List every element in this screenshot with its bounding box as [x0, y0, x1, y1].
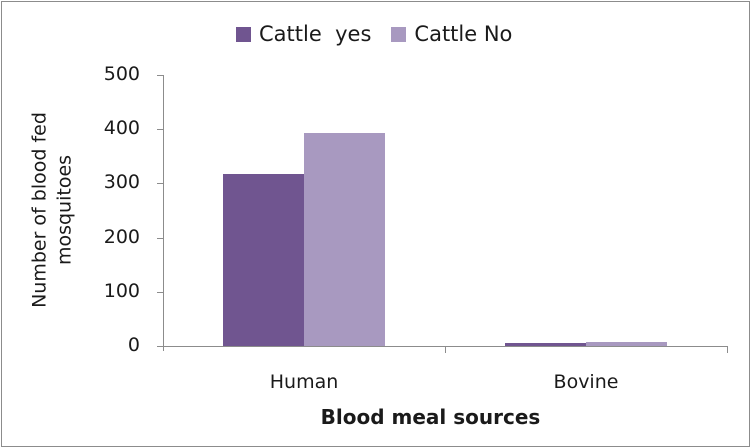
y-tick-mark: [157, 129, 163, 131]
y-tick-mark: [157, 75, 163, 76]
y-axis-title-line1: Number of blood fed: [28, 112, 51, 308]
legend: Cattle yes Cattle No: [236, 22, 532, 46]
y-tick-label: 400: [103, 117, 140, 140]
y-axis-line: [163, 75, 164, 351]
y-tick-label: 300: [103, 171, 140, 194]
x-tick-mark: [727, 346, 728, 353]
legend-label-cattle-no: Cattle No: [414, 22, 513, 46]
bar-bovine-series-0: [505, 342, 586, 346]
y-tick-label: 500: [103, 63, 140, 85]
x-axis-line: [157, 346, 728, 347]
x-label-human: Human: [269, 371, 339, 393]
bar-bovine-series-1: [586, 341, 667, 346]
y-tick-mark: [157, 237, 163, 239]
legend-item-cattle-no: Cattle No: [391, 22, 512, 46]
x-label-bovine: Bovine: [553, 371, 619, 393]
y-tick-label: 100: [103, 279, 140, 302]
y-tick-mark: [157, 183, 163, 185]
y-axis-title: Number of blood fed mosquitoes: [27, 112, 76, 308]
bar-human-series-1: [304, 132, 385, 346]
x-axis-title: Blood meal sources: [320, 405, 541, 429]
legend-swatch-cattle-yes: [236, 26, 251, 42]
legend-label-cattle-yes: Cattle yes: [259, 22, 372, 46]
y-tick-label: 200: [103, 225, 140, 248]
legend-item-cattle-yes: Cattle yes: [236, 22, 371, 46]
legend-swatch-cattle-no: [391, 26, 407, 42]
bar-human-series-0: [223, 173, 304, 346]
y-axis-title-line2: mosquitoes: [53, 154, 75, 266]
y-tick-mark: [157, 291, 163, 293]
y-tick-label: 0: [127, 334, 140, 356]
x-tick-mark: [445, 346, 446, 353]
